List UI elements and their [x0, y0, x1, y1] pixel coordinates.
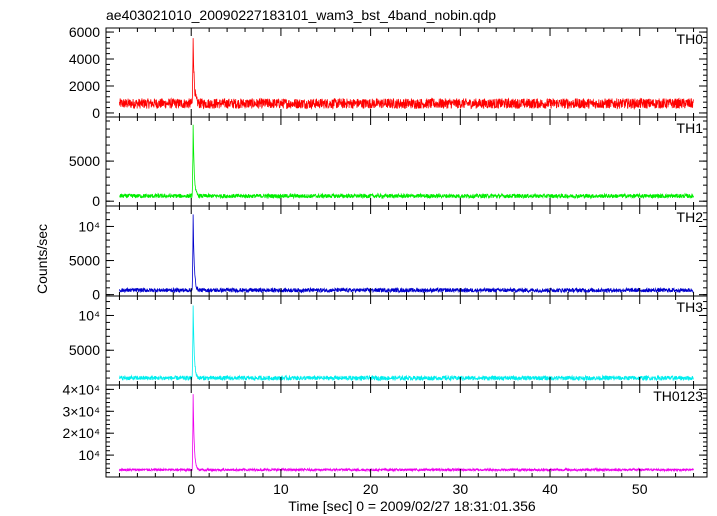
- panel-label-th0123: TH0123: [653, 388, 703, 404]
- y-tick-label: 10⁴: [78, 307, 100, 323]
- panel-label-th1: TH1: [677, 120, 704, 136]
- panel-frame: [105, 205, 708, 297]
- chart-title: ae403021010_20090227183101_wam3_bst_4ban…: [106, 7, 496, 23]
- panel-label-th3: TH3: [677, 299, 704, 315]
- x-tick-label: 30: [453, 481, 469, 497]
- panel-th2: 0 5000 10⁴ TH2: [69, 205, 708, 303]
- y-tick-label: 0: [92, 105, 100, 121]
- y-tick-label: 0: [92, 287, 100, 303]
- y-tick-label: 4000: [69, 51, 100, 67]
- panel-label-th2: TH2: [677, 209, 704, 225]
- x-tick-label: 20: [363, 481, 379, 497]
- x-tick-label: 10: [273, 481, 289, 497]
- x-axis-label: Time [sec] 0 = 2009/02/27 18:31:01.356: [288, 498, 536, 514]
- panel-th0123: 10⁴ 2×10⁴ 3×10⁴ 4×10⁴ TH0123: [62, 381, 708, 478]
- y-tick-label: 2000: [69, 78, 100, 94]
- series-line-th0123: [119, 394, 694, 473]
- y-axis-label: Counts/sec: [34, 224, 50, 294]
- x-tick-label: 40: [542, 481, 558, 497]
- y-tick-label: 6000: [69, 24, 100, 40]
- panel-frame: [105, 295, 708, 386]
- x-tick-label: 0: [187, 481, 195, 497]
- y-tick-label: 0: [92, 193, 100, 209]
- y-tick-label: 5000: [69, 153, 100, 169]
- series-line-th0: [119, 38, 694, 111]
- y-tick-label: 5000: [69, 342, 100, 358]
- y-tick-label: 2×10⁴: [62, 425, 100, 441]
- panels: 0 2000 4000 6000 TH0 0 5000 TH1 0 5000 10⁴ TH2 5000 1…: [62, 24, 708, 478]
- panel-frame: [105, 116, 708, 207]
- y-tick-label: 10⁴: [78, 447, 100, 463]
- series-line-th1: [119, 124, 694, 200]
- y-tick-label: 10⁴: [78, 218, 100, 234]
- panel-label-th0: TH0: [677, 31, 704, 47]
- x-axis: 0 10 20 30 40 50: [187, 481, 647, 497]
- panel-th1: 0 5000 TH1: [69, 116, 708, 209]
- series-line-th2: [119, 214, 694, 294]
- series-line-th3: [119, 305, 694, 382]
- y-tick-label: 5000: [69, 253, 100, 269]
- y-tick-label: 4×10⁴: [62, 381, 100, 397]
- panel-th0: 0 2000 4000 6000 TH0: [69, 24, 708, 121]
- panel-th3: 5000 10⁴ TH3: [69, 295, 708, 386]
- y-tick-label: 3×10⁴: [62, 403, 100, 419]
- x-tick-label: 50: [632, 481, 648, 497]
